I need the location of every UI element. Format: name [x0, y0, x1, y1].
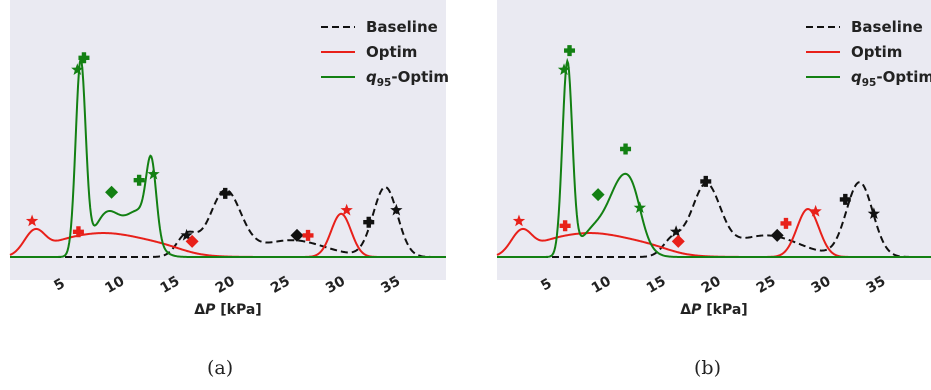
- marker-baseline-star: [867, 207, 881, 220]
- legend-label-optim: Optim: [366, 43, 417, 61]
- series-line-q95: [497, 57, 931, 258]
- marker-baseline-plus: [219, 187, 231, 199]
- marker-optim-diamond: [671, 234, 685, 248]
- marker-optim-star: [340, 203, 353, 216]
- legend-label-q95: q95-Optim: [851, 68, 931, 89]
- marker-optim-plus: [780, 217, 792, 229]
- marker-q95-star: [557, 63, 571, 76]
- marker-q95-diamond: [591, 188, 605, 202]
- marker-baseline-diamond: [770, 228, 784, 242]
- caption-a: (a): [207, 357, 234, 379]
- marker-optim-plus: [72, 226, 84, 238]
- marker-optim-star: [809, 204, 822, 217]
- marker-q95-star: [71, 63, 84, 76]
- marker-baseline-plus: [363, 216, 375, 228]
- caption-b: (b): [694, 357, 721, 379]
- marker-optim-plus: [559, 220, 571, 232]
- legend-label-optim: Optim: [851, 43, 902, 61]
- series-line-q95: [10, 55, 446, 258]
- marker-baseline-diamond: [290, 228, 304, 242]
- marker-optim-star: [512, 214, 526, 227]
- x-axis-label: ΔP [kPa]: [194, 302, 261, 318]
- marker-optim-plus: [302, 229, 314, 241]
- marker-baseline-plus: [700, 175, 712, 187]
- marker-q95-plus: [133, 174, 145, 186]
- series-line-baseline: [10, 186, 446, 258]
- marker-optim-diamond: [185, 234, 199, 248]
- marker-baseline-plus: [839, 193, 851, 205]
- marker-q95-star: [147, 167, 160, 180]
- legend-label-baseline: Baseline: [366, 18, 438, 36]
- marker-baseline-star: [669, 225, 683, 238]
- marker-baseline-star: [390, 203, 403, 216]
- marker-q95-plus: [620, 143, 632, 155]
- marker-optim-star: [25, 214, 39, 227]
- legend-label-baseline: Baseline: [851, 18, 923, 36]
- x-axis-label: ΔP [kPa]: [680, 302, 747, 318]
- legend-label-q95: q95-Optim: [366, 68, 449, 89]
- marker-baseline-star: [180, 228, 193, 241]
- marker-q95-plus: [78, 52, 90, 64]
- marker-q95-star: [633, 201, 647, 214]
- series-line-baseline: [497, 181, 931, 258]
- marker-q95-plus: [564, 45, 576, 57]
- marker-q95-diamond: [105, 185, 119, 199]
